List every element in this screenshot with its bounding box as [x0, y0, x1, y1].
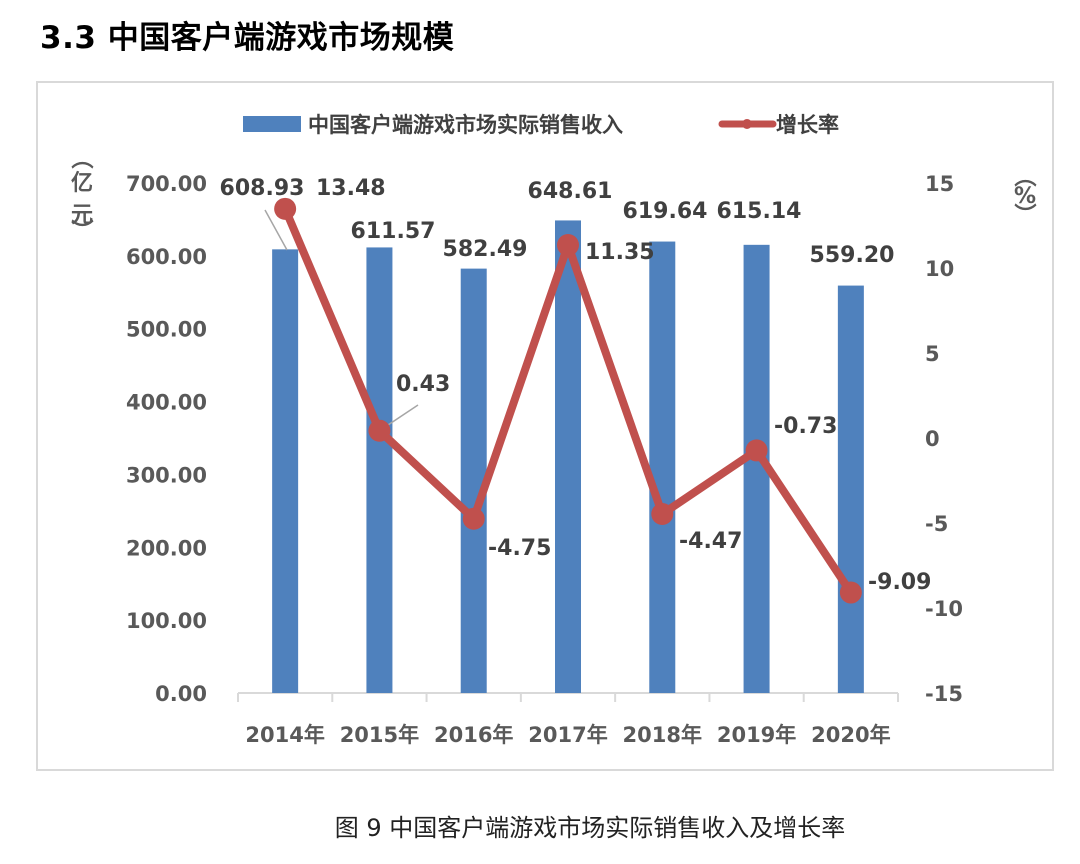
left-tick-label: 300.00: [126, 463, 207, 487]
chart-frame: [36, 81, 1054, 771]
bar: [837, 285, 864, 693]
right-tick-label: 0: [925, 427, 940, 451]
x-tick-label: 2017年: [528, 723, 607, 747]
legend: 中国客户端游戏市场实际销售收入 增长率: [243, 113, 839, 137]
left-axis-unit: （亿元）: [68, 147, 93, 241]
line-marker: [745, 439, 768, 462]
line-series: [274, 197, 862, 604]
x-tick-label: 2016年: [434, 723, 513, 747]
growth-rate-label: -4.75: [488, 536, 551, 561]
bar-series: [272, 220, 864, 694]
leader-line: [264, 209, 288, 251]
x-tick-label: 2019年: [717, 723, 796, 747]
x-tick-label: 2014年: [245, 723, 324, 747]
legend-bar-label: 中国客户端游戏市场实际销售收入: [308, 113, 623, 137]
right-axis-ticks: 15 10 5 0 -5 -10 -15: [925, 172, 963, 706]
line-marker: [557, 234, 579, 257]
left-unit-char: 亿: [71, 171, 93, 196]
bar: [555, 220, 581, 693]
growth-rate-label: -0.73: [774, 414, 837, 439]
left-unit-char: （: [68, 147, 93, 169]
left-tick-label: 100.00: [126, 609, 207, 633]
x-axis: 2014年 2015年 2016年 2017年 2018年 2019年 2020年: [237, 692, 899, 747]
left-axis-ticks: 700.00 600.00 500.00 400.00 300.00 200.00 100.…: [126, 172, 207, 706]
bar: [460, 268, 487, 693]
right-tick-label: -10: [925, 597, 963, 621]
right-tick-label: 15: [925, 172, 954, 196]
bar: [272, 249, 299, 693]
bar-data-labels: 608.93 611.57 582.49 648.61 619.64 615.14 559.…: [220, 176, 895, 268]
right-unit-char: %: [1014, 184, 1036, 209]
bar-value-label: 582.49: [443, 237, 528, 262]
right-tick-label: -15: [925, 682, 963, 706]
left-unit-char: ）: [68, 219, 93, 241]
right-tick-label: 5: [925, 342, 940, 366]
right-tick-label: -5: [925, 512, 948, 536]
x-tick-label: 2018年: [623, 723, 702, 747]
x-tick-label: 2015年: [340, 723, 419, 747]
line-marker: [462, 507, 485, 530]
bar-value-label: 615.14: [717, 199, 802, 224]
left-tick-label: 0.00: [155, 682, 207, 706]
line-marker: [651, 502, 674, 525]
left-tick-label: 400.00: [126, 391, 207, 415]
x-tick-label: 2020年: [811, 723, 890, 747]
legend-bar-swatch: [243, 116, 301, 132]
line-marker: [368, 419, 391, 442]
right-axis-unit: （%）: [1011, 165, 1036, 225]
line-marker: [274, 197, 297, 220]
growth-rate-label: 13.48: [316, 176, 386, 201]
figure-caption: 图 9 中国客户端游戏市场实际销售收入及增长率: [334, 814, 846, 842]
line-data-labels: 13.48 0.43 -4.75 11.35 -4.47 -0.73 -9.09: [316, 176, 931, 595]
bar: [649, 241, 676, 693]
line-marker: [839, 581, 862, 604]
left-tick-label: 500.00: [126, 318, 207, 342]
right-tick-label: 10: [925, 257, 954, 281]
right-unit-char: ）: [1011, 203, 1036, 225]
growth-rate-label: -9.09: [868, 570, 931, 595]
bar-value-label: 611.57: [351, 219, 436, 244]
left-tick-label: 200.00: [126, 536, 207, 560]
section-title: 3.3 中国客户端游戏市场规模: [40, 20, 455, 56]
bar-value-label: 559.20: [810, 243, 895, 268]
left-tick-label: 700.00: [126, 172, 207, 196]
left-unit-char: 元: [71, 203, 93, 228]
bar-value-label: 648.61: [528, 179, 613, 204]
bar: [366, 247, 393, 694]
growth-rate-label: 11.35: [585, 240, 655, 265]
legend-line-label: 增长率: [776, 113, 839, 137]
legend-line-marker: [742, 119, 752, 129]
growth-rate-label: 0.43: [396, 372, 450, 397]
bar-value-label: 608.93: [220, 176, 305, 201]
growth-rate-label: -4.47: [679, 529, 742, 554]
left-tick-label: 600.00: [126, 245, 207, 269]
bar-value-label: 619.64: [623, 199, 708, 224]
right-unit-char: （: [1011, 165, 1036, 187]
